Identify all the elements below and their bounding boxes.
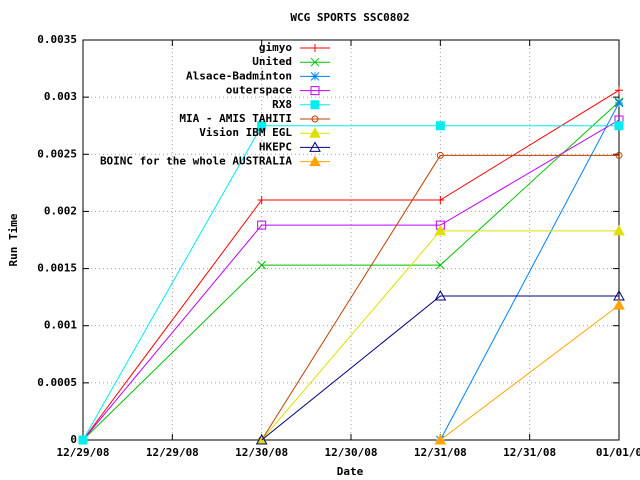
- marker: [434, 289, 447, 301]
- x-tick-label: 12/31/08: [414, 446, 467, 459]
- marker: [434, 433, 447, 445]
- legend-marker: [311, 115, 319, 123]
- marker: [435, 260, 445, 270]
- series-line: [261, 154, 619, 441]
- series-line: [440, 304, 620, 441]
- x-tick-label: 12/30/08: [235, 446, 288, 459]
- marker: [255, 433, 268, 445]
- marker: [257, 260, 267, 270]
- y-tick-label: 0.001: [44, 319, 77, 332]
- marker: [613, 299, 625, 310]
- series-line: [439, 102, 620, 441]
- marker: [436, 196, 445, 204]
- marker: [257, 196, 266, 204]
- y-tick-label: 0.0015: [37, 262, 77, 275]
- x-axis-label: Date: [337, 465, 364, 478]
- legend-marker: [310, 100, 320, 110]
- plot-frame: [82, 39, 620, 441]
- series-line: [82, 101, 620, 441]
- marker: [435, 121, 445, 131]
- legend-marker: [309, 141, 321, 152]
- legend-label: United: [252, 55, 292, 68]
- legend-label: gimyo: [259, 41, 292, 54]
- marker: [434, 224, 447, 236]
- legend-label: outerspace: [226, 84, 293, 97]
- y-tick-label: 0: [70, 433, 77, 446]
- series-line: [82, 119, 620, 441]
- legend-marker: [310, 86, 320, 96]
- marker: [257, 220, 267, 230]
- legend-label: Vision IBM EGL: [199, 126, 292, 139]
- y-tick-label: 0.0005: [37, 376, 77, 389]
- marker: [615, 86, 623, 95]
- y-axis-label: Run Time: [7, 213, 20, 266]
- series-line: [82, 125, 619, 441]
- legend-label: Alsace-Badminton: [186, 69, 292, 82]
- marker: [614, 121, 624, 131]
- legend-label: MIA - AMIS TAHITI: [179, 112, 292, 125]
- x-tick-label: 01/01/0: [596, 446, 640, 459]
- y-tick-label: 0.002: [44, 204, 77, 217]
- y-tick-label: 0.003: [44, 90, 77, 103]
- legend-marker: [310, 72, 320, 81]
- marker: [435, 220, 445, 230]
- marker: [614, 98, 624, 108]
- legend-marker: [309, 155, 321, 167]
- marker: [436, 152, 444, 159]
- y-tick-label: 0.0025: [37, 147, 77, 160]
- legend-label: RX8: [272, 98, 292, 111]
- legend-label: HKEPC: [259, 140, 292, 153]
- legend-marker: [310, 57, 320, 67]
- legend-marker: [309, 127, 321, 138]
- chart-title: WCG SPORTS SSC0802: [290, 11, 409, 24]
- marker: [78, 435, 88, 445]
- x-tick-label: 12/30/08: [325, 446, 378, 459]
- x-tick-label: 12/29/08: [57, 446, 110, 459]
- marker: [257, 121, 267, 131]
- x-tick-label: 12/29/08: [146, 446, 199, 459]
- x-tick-label: 12/31/08: [503, 446, 556, 459]
- series-line: [261, 295, 619, 441]
- y-tick-label: 0.0035: [37, 33, 77, 46]
- series-line: [82, 89, 620, 441]
- marker: [613, 224, 625, 236]
- marker: [615, 152, 623, 159]
- legend-label: BOINC for the whole AUSTRALIA: [100, 155, 292, 168]
- legend-marker: [311, 44, 319, 52]
